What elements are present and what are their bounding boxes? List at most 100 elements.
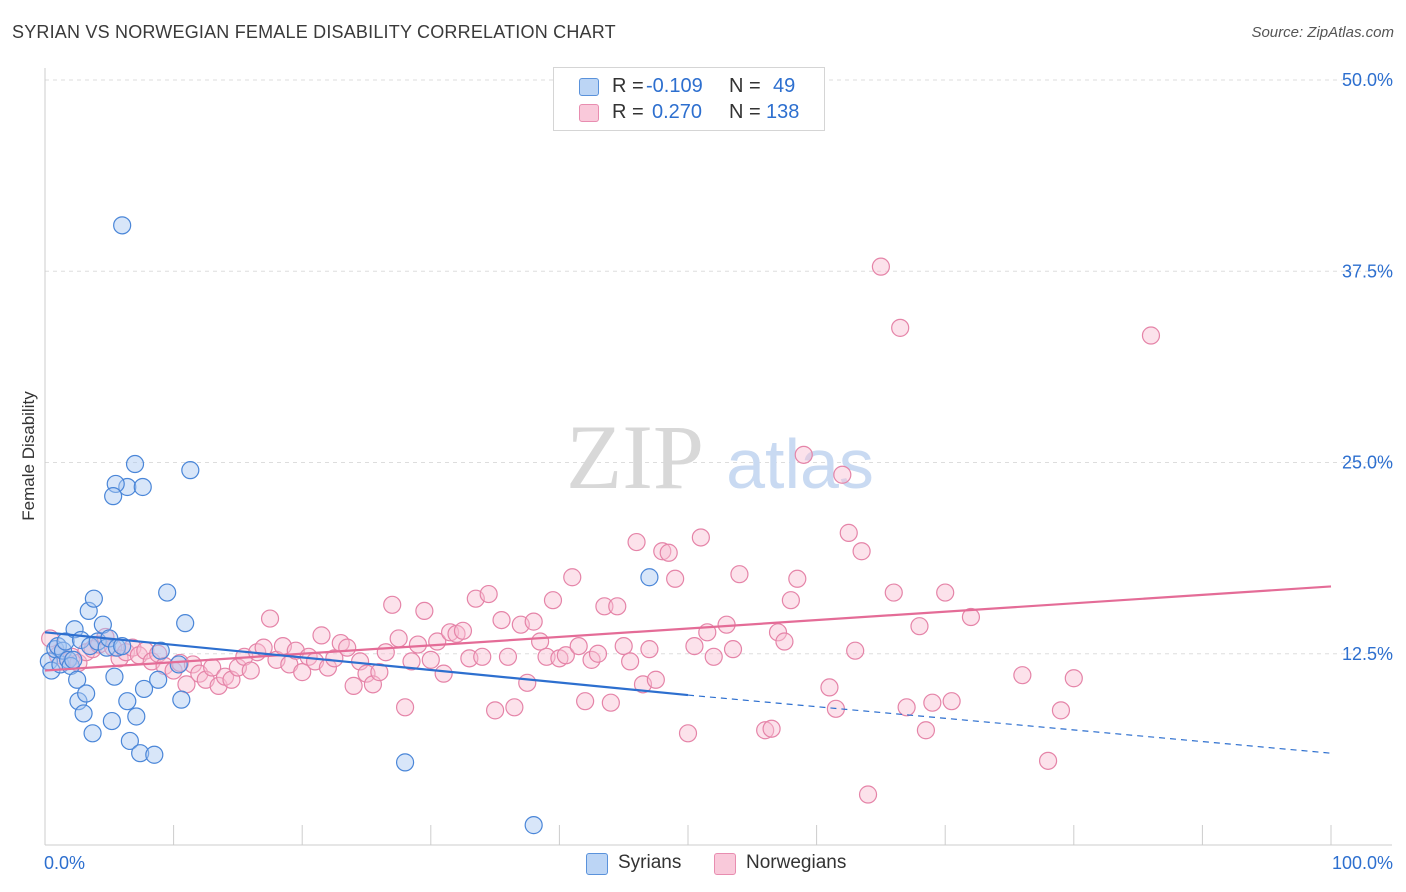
norwegian-points — [41, 257, 1161, 804]
syrian-swatch — [579, 78, 599, 96]
norwegian-point — [492, 610, 511, 630]
norwegian-point — [916, 721, 936, 740]
legend-n-label: N = — [729, 101, 761, 123]
watermark-zip: ZIP — [566, 406, 704, 508]
syrian-point — [113, 216, 132, 235]
norwegian-point — [852, 542, 871, 561]
norwegian-point — [871, 257, 891, 276]
norwegian-point — [897, 698, 916, 717]
syrian-legend-label: Syrians — [618, 852, 682, 873]
norwegian-point — [524, 612, 543, 631]
norwegian-point — [531, 632, 550, 651]
norwegian-point — [1013, 666, 1032, 685]
norwegian-point — [601, 693, 620, 712]
norwegian-point — [653, 542, 672, 561]
syrian-point — [64, 650, 83, 669]
syrian-point — [56, 632, 75, 651]
norwegian-point — [370, 663, 389, 682]
norwegian-point — [569, 636, 588, 656]
norwegian-point — [858, 785, 878, 804]
legend-row-syrians: R = -0.109 N = 49 — [554, 75, 824, 101]
norwegian-legend-label: Norwegians — [746, 852, 847, 873]
y-axis-label: Female Disability — [19, 391, 38, 521]
legend-row-norwegians: R = 0.270 N = 138 — [554, 101, 824, 127]
y-tick-label: 25.0% — [1342, 453, 1393, 473]
norwegian-point — [556, 646, 575, 665]
norwegian-point — [678, 724, 698, 743]
source-label: Source: ZipAtlas.com — [1251, 24, 1394, 41]
syrian-point — [125, 454, 145, 474]
norwegian-point — [453, 621, 473, 640]
syrian-point — [145, 745, 164, 764]
legend-item-norwegians[interactable]: Norwegians — [714, 850, 864, 878]
norwegian-point — [621, 652, 640, 671]
syrian-points — [39, 216, 659, 835]
legend-n-label: N = — [729, 75, 761, 97]
watermark-atlas: atlas — [726, 425, 874, 503]
syrian-point — [133, 477, 152, 497]
norwegian-point — [640, 640, 659, 659]
legend-n-value: 138 — [766, 101, 800, 123]
norwegian-point — [942, 692, 961, 711]
norwegian-point — [498, 647, 518, 666]
norwegian-point — [839, 523, 858, 542]
trend-lines — [44, 585, 1332, 754]
norwegian-point — [543, 591, 563, 610]
norwegian-point — [762, 719, 781, 738]
syrian-point — [395, 753, 415, 772]
syrian-point — [105, 667, 124, 686]
norwegian-point — [646, 670, 665, 689]
legend-r-value: 0.270 — [652, 101, 703, 123]
syrian-point — [149, 670, 168, 689]
norwegian-point — [576, 692, 595, 711]
x-tick-label: 0.0% — [44, 853, 85, 873]
norwegian-point — [923, 693, 942, 712]
norwegian-point — [389, 629, 408, 648]
norwegian-swatch — [579, 104, 599, 122]
norwegian-point — [588, 644, 608, 663]
norwegian-point — [910, 617, 929, 636]
norwegian-point — [402, 652, 421, 671]
syrian-point — [113, 636, 132, 656]
legend-item-syrians[interactable]: Syrians — [586, 850, 696, 878]
legend-r-value: -0.109 — [646, 75, 703, 97]
norwegian-point — [260, 609, 280, 628]
axes — [44, 68, 1392, 846]
syrian-point — [104, 487, 123, 506]
x-tick-label: 100.0% — [1332, 853, 1393, 873]
syrian-point — [83, 724, 102, 743]
legend-r-label: R = — [612, 101, 644, 123]
norwegian-point — [325, 649, 344, 668]
norwegian-point — [473, 647, 492, 666]
norwegian-point — [1064, 669, 1083, 688]
norwegian-point — [788, 569, 807, 588]
norwegian-point — [608, 597, 627, 616]
norwegian-point — [781, 591, 800, 610]
syrian-point — [127, 707, 146, 726]
norwegian-point — [891, 318, 910, 337]
norwegian-legend-swatch — [714, 853, 736, 875]
syrian-point — [158, 583, 177, 602]
norwegian-point — [756, 721, 775, 740]
syrian-point — [181, 461, 200, 480]
norwegian-point — [685, 636, 704, 656]
norwegian-point — [486, 701, 505, 720]
norwegian-point — [1038, 751, 1058, 770]
syrian-point — [169, 655, 188, 674]
syrian-point — [524, 816, 543, 835]
syrian-point — [65, 620, 84, 639]
norwegian-point — [704, 647, 723, 666]
legend-n-value: 49 — [773, 75, 796, 97]
syrian-point — [120, 731, 139, 751]
norwegian-point — [627, 532, 646, 552]
norwegian-point — [1141, 326, 1161, 345]
norwegian-point — [884, 583, 903, 602]
chart-title: SYRIAN VS NORWEGIAN FEMALE DISABILITY CO… — [12, 22, 616, 42]
norwegian-trend-line — [44, 585, 1332, 672]
norwegian-point — [383, 595, 402, 614]
syrian-trend-extension — [687, 694, 1332, 754]
norwegian-point — [723, 640, 743, 659]
syrian-point — [131, 744, 150, 763]
series-legend: Syrians Norwegians — [0, 850, 1406, 878]
